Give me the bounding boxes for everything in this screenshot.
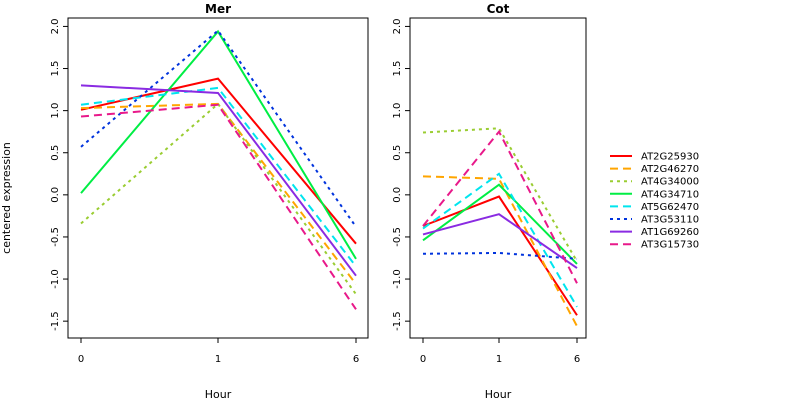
series-line-at1g69260 [422, 213, 578, 269]
legend-label: AT5G62470 [641, 202, 699, 213]
legend-item: AT1G69260 [610, 227, 699, 238]
series-line-at3g53110 [422, 251, 578, 260]
y-tick-label: 0.0 [392, 187, 403, 203]
y-tick-label: 1.5 [50, 61, 61, 77]
panels-layer: Mer-1.5-1.0-0.50.00.51.01.52.00 1 6HourCot… [50, 2, 587, 401]
legend-label: AT3G53110 [641, 215, 699, 226]
x-tick-label: 0 [420, 354, 426, 365]
legend-label: AT1G69260 [641, 227, 699, 238]
plot-frame [409, 17, 587, 339]
series-line-at4g34000 [80, 102, 357, 295]
series-line-at3g15730 [422, 129, 578, 284]
panel-mer: Mer -1.5 -1.0 -0.5 0.0 0.5 1.0 1.5 2.0 0 1 6 Hour [50, 2, 369, 401]
y-tick-label: 0.5 [392, 145, 403, 161]
y-tick-label: -1.0 [392, 269, 403, 289]
x-tick-label: 1 [215, 354, 221, 365]
legend-item: AT3G53110 [610, 215, 699, 226]
legend-item: AT5G62470 [610, 202, 699, 213]
panel-title: Cot [487, 2, 510, 16]
y-axis-label: centered expression [0, 142, 13, 254]
legend-label: AT2G25930 [641, 152, 699, 163]
panel-cot: Cot -1.5 -1.0 -0.5 0.0 0.5 1.0 1.5 2.0 0 1 6 Hour [392, 2, 587, 401]
y-tick-label: 1.0 [392, 103, 403, 119]
legend-item: AT4G34000 [610, 177, 699, 188]
panel-title: Mer [205, 2, 231, 16]
series-line-at1g69260 [80, 84, 357, 277]
y-tick-label: -1.5 [392, 311, 403, 331]
series-line-at4g34710 [80, 29, 357, 260]
legend-item: AT3G15730 [610, 240, 699, 251]
legend-item: AT2G25930 [610, 152, 699, 163]
legend-item: AT4G34710 [610, 189, 699, 200]
x-axis-label: Hour [485, 388, 512, 400]
y-tick-label: 0.0 [50, 187, 61, 203]
x-tick-label: 0 [78, 354, 84, 365]
legend-label: AT4G34710 [641, 189, 699, 200]
y-tick-label: 2.0 [50, 18, 61, 34]
y-tick-label: 1.5 [392, 61, 403, 77]
series-line-at4g34710 [422, 183, 578, 265]
series-line-at5g62470 [80, 86, 357, 268]
x-tick-label: 6 [353, 354, 359, 365]
series-line-at3g15730 [80, 103, 357, 310]
y-tick-label: 1.0 [50, 103, 61, 119]
series-line-at5g62470 [422, 172, 578, 308]
x-axis-label: Hour [205, 388, 232, 400]
y-tick-label: -0.5 [392, 227, 403, 247]
x-tick-label: 1 [496, 354, 502, 365]
y-tick-label: 2.0 [392, 18, 403, 34]
series-line-at2g46270 [422, 175, 578, 327]
y-tick-label: -1.5 [50, 311, 61, 331]
legend-label: AT2G46270 [641, 164, 699, 175]
legend-label: AT4G34000 [641, 177, 699, 188]
legend-item: AT2G46270 [610, 164, 699, 175]
y-tick-label: -0.5 [50, 227, 61, 247]
x-tick-label: 6 [574, 354, 580, 365]
plot-frame [67, 17, 369, 339]
series-line-at3g53110 [80, 29, 357, 228]
legend-label: AT3G15730 [641, 240, 699, 251]
y-tick-label: -1.0 [50, 269, 61, 289]
y-tick-label: 0.5 [50, 145, 61, 161]
